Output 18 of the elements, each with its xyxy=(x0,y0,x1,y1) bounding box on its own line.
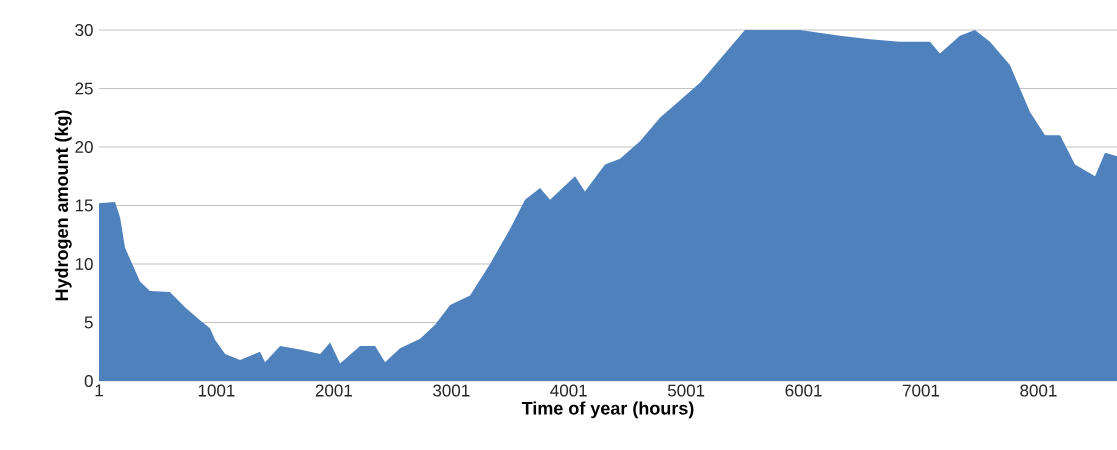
y-tick-label: 5 xyxy=(84,316,93,329)
x-tick-label: 1001 xyxy=(198,384,235,397)
x-tick-label: 5001 xyxy=(667,384,705,397)
x-tick-label: 3001 xyxy=(433,384,470,397)
x-tick-label: 2001 xyxy=(315,384,352,397)
y-tick-label: 20 xyxy=(75,140,93,154)
y-tick-label: 10 xyxy=(75,257,93,271)
x-axis-title: Time of year (hours) xyxy=(521,401,694,419)
y-tick-label: 30 xyxy=(75,23,93,37)
x-tick-label: 8001 xyxy=(1020,384,1057,397)
y-tick-label: 15 xyxy=(75,199,93,212)
x-tick-label: 7001 xyxy=(902,384,940,397)
x-tick-label: 4001 xyxy=(550,384,587,397)
y-axis-title: Hydrogen amount (kg) xyxy=(54,110,72,301)
y-tick-label: 25 xyxy=(75,82,93,95)
y-tick-label: 0 xyxy=(84,374,93,388)
x-tick-label: 1 xyxy=(95,384,103,397)
x-tick-label: 6001 xyxy=(785,384,822,397)
